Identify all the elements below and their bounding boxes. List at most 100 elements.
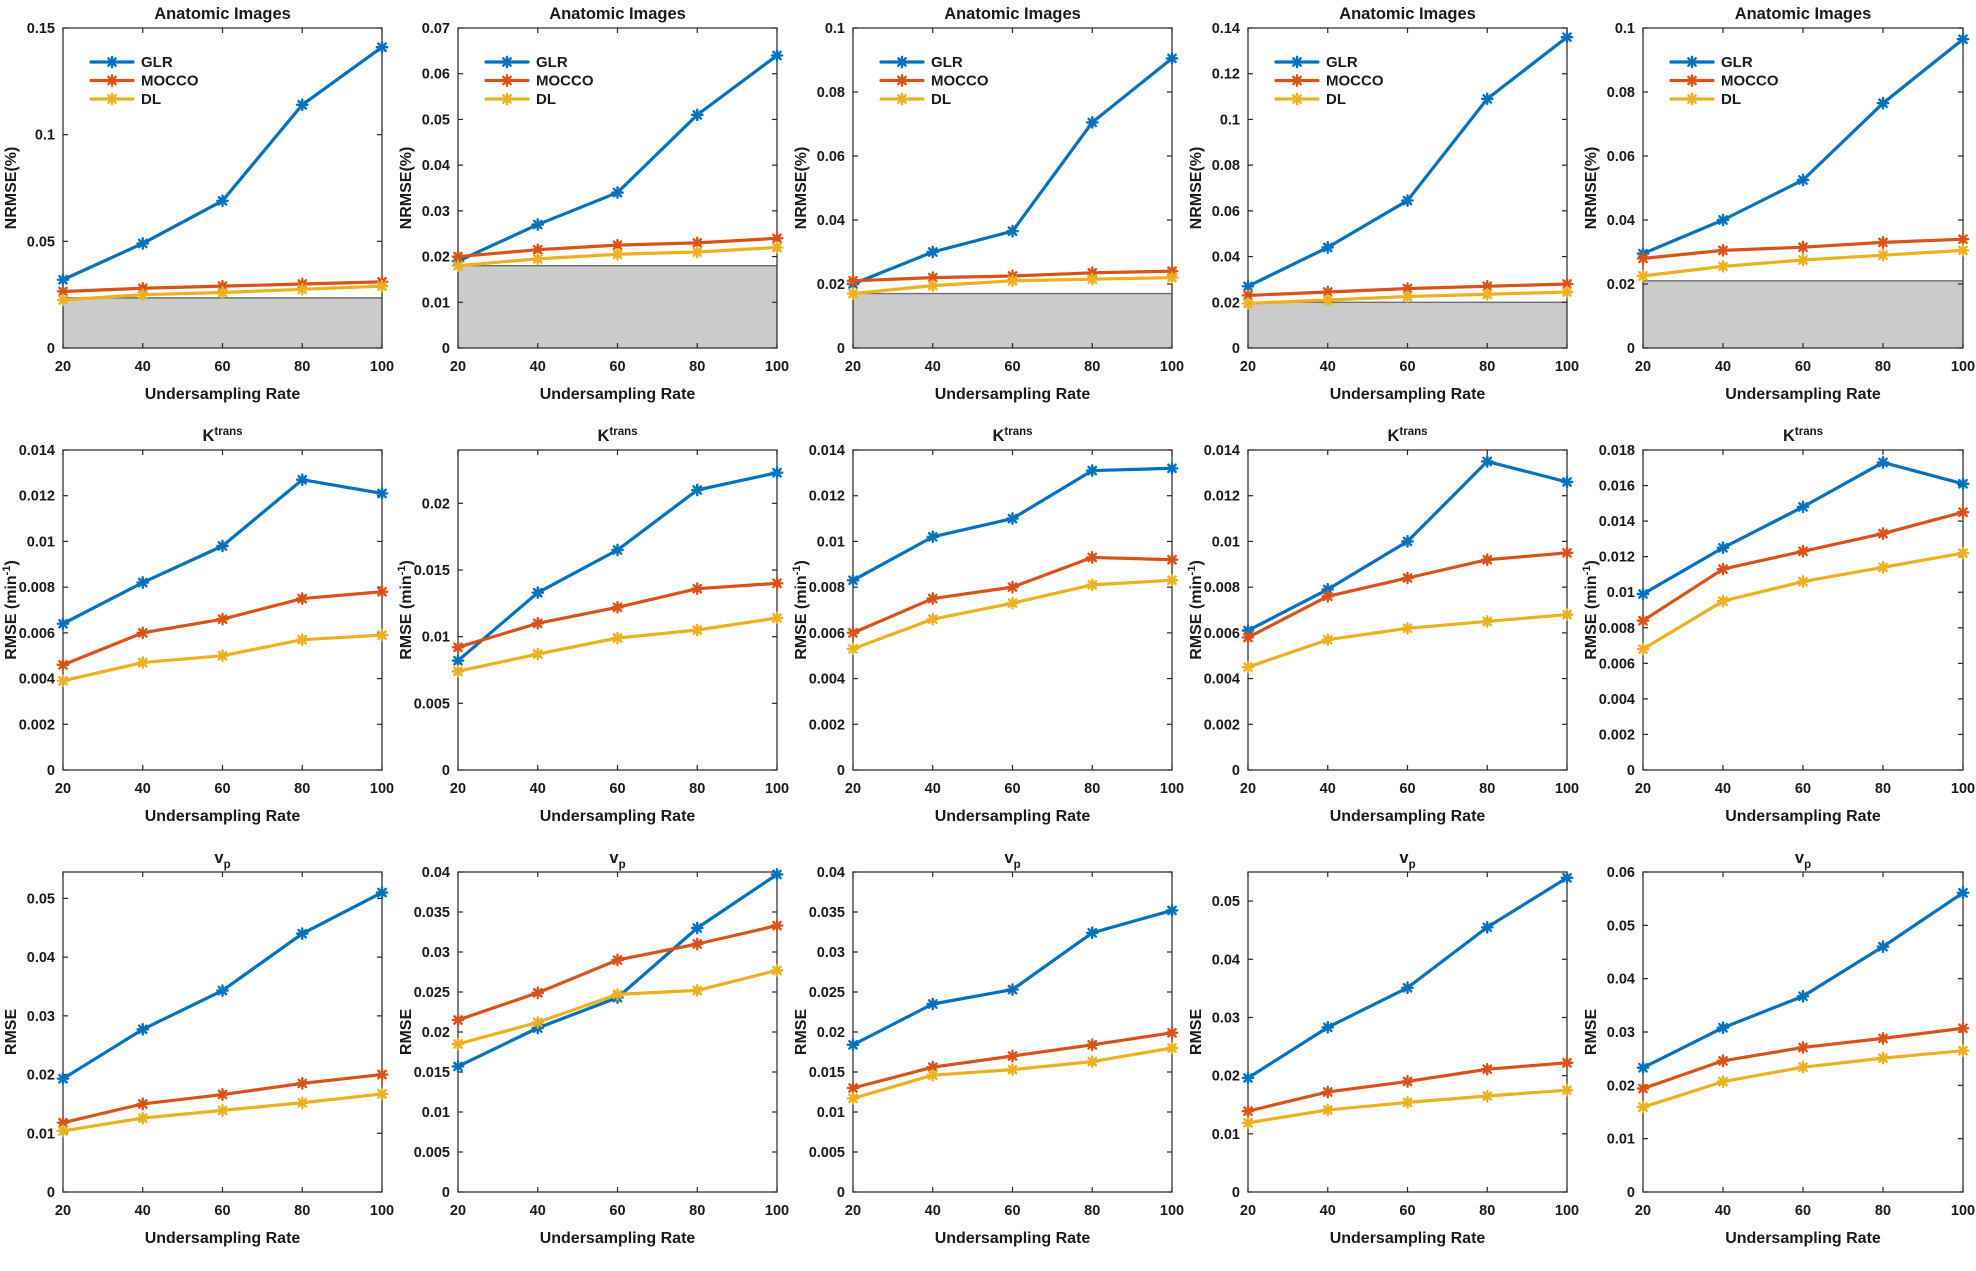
y-tick-label: 0.006 <box>1599 656 1635 672</box>
chart-cell-r3c1: 20 40 60 80 100 0 0.01 0.02 0.03 0.04 0.05 vp RMSE Un… <box>0 844 395 1266</box>
x-tick-label: 60 <box>1399 781 1415 797</box>
y-axis-label: RMSE (min-1) <box>791 560 810 660</box>
chart-r2c3: 20 40 60 80 100 0 0.002 0.004 0.006 0.008 0.01 0.01… <box>791 426 1184 825</box>
y-axis-label: RMSE (min-1) <box>396 560 415 660</box>
y-tick-label: 0.06 <box>1212 204 1240 220</box>
y-tick-label: 0.04 <box>422 865 450 881</box>
y-tick-label: 0.04 <box>1212 250 1240 266</box>
x-tick-label: 100 <box>1555 359 1579 375</box>
axis-ticks <box>457 27 778 349</box>
y-tick-label: 0.01 <box>422 630 450 646</box>
legend-label: DL <box>1721 91 1741 108</box>
x-tick-label: 20 <box>450 1203 466 1219</box>
y-tick-label: 0.014 <box>809 443 845 459</box>
y-tick-label: 0.01 <box>817 1105 845 1121</box>
chart-cell-r3c2: 20 40 60 80 100 0 0.005 0.01 0.015 0.02 0.025 0.03 0… <box>395 844 790 1266</box>
chart-r2c5: 20 40 60 80 100 0 0.002 0.004 0.006 0.008 0.01 0.01… <box>1581 426 1975 825</box>
y-tick-label: 0.025 <box>414 985 450 1001</box>
legend-item-mocco: MOCCO <box>1274 73 1384 90</box>
chart-cell-r1c2: 20 40 60 80 100 0 0.01 0.02 0.03 0.04 0.05 0.06 0.07… <box>395 0 790 422</box>
legend-label: MOCCO <box>931 73 989 90</box>
legend-label: GLR <box>536 54 568 71</box>
x-tick-label: 100 <box>1951 781 1975 797</box>
chart-title: Ktrans <box>597 426 637 445</box>
x-tick-label: 80 <box>1479 1203 1495 1219</box>
series-mocco <box>1636 1021 1970 1095</box>
x-tick-label: 100 <box>765 359 789 375</box>
y-tick-label: 0.1 <box>1220 112 1240 128</box>
y-tick-label: 0.05 <box>1212 894 1240 910</box>
x-tick-label: 100 <box>370 781 394 797</box>
x-tick-label: 20 <box>845 1203 861 1219</box>
y-tick-label: 0.05 <box>1607 918 1635 934</box>
chart-title: Ktrans <box>1387 426 1427 445</box>
x-tick-label: 40 <box>925 1203 941 1219</box>
x-tick-label: 100 <box>1160 1203 1184 1219</box>
y-tick-label: 0.06 <box>1607 149 1635 165</box>
x-tick-label: 100 <box>370 1203 394 1219</box>
axes-box <box>1642 871 1964 1193</box>
axes-box <box>852 871 1173 1193</box>
y-tick-label: 0.06 <box>1607 865 1635 881</box>
y-axis-label: RMSE <box>793 1009 810 1056</box>
y-tick-label: 0 <box>442 1185 450 1201</box>
axis-ticks <box>1247 872 1568 1193</box>
y-tick-label: 0.014 <box>19 443 55 459</box>
x-tick-label: 100 <box>1555 1203 1579 1219</box>
x-tick-label: 40 <box>135 781 151 797</box>
x-tick-label: 60 <box>1399 1203 1415 1219</box>
y-tick-label: 0.04 <box>1212 952 1240 968</box>
series-glr <box>846 461 1179 587</box>
x-tick-label: 80 <box>689 359 705 375</box>
x-tick-label: 40 <box>1320 1203 1336 1219</box>
shaded-noise-floor-region <box>853 293 1172 348</box>
chart-r2c1: 20 40 60 80 100 0 0.002 0.004 0.006 0.008 0.01 0.01… <box>1 426 394 825</box>
y-tick-label: 0.008 <box>19 580 55 596</box>
axis-ticks <box>1642 871 1964 1193</box>
y-tick-label: 0.01 <box>422 295 450 311</box>
y-tick-label: 0.014 <box>1204 443 1240 459</box>
x-tick-label: 60 <box>1795 359 1811 375</box>
y-tick-label: 0.02 <box>422 250 450 266</box>
axis-ticks <box>1642 27 1964 349</box>
legend-item-dl: DL <box>1274 91 1346 108</box>
x-tick-label: 20 <box>845 359 861 375</box>
legend-item-dl: DL <box>484 91 556 108</box>
chart-r1c1: 20 40 60 80 100 0 0.05 0.1 0.15 Anatomic Images NR… <box>3 5 394 403</box>
series-dl <box>451 611 784 678</box>
y-tick-label: 0 <box>1627 1185 1635 1201</box>
series-glr <box>1241 455 1574 637</box>
y-tick-label: 0.004 <box>1204 672 1240 688</box>
series-dl <box>56 1087 389 1138</box>
x-tick-label: 40 <box>1320 781 1336 797</box>
chart-title: Anatomic Images <box>944 5 1081 23</box>
legend-item-dl: DL <box>1669 91 1741 108</box>
x-tick-label: 40 <box>135 1203 151 1219</box>
y-tick-label: 0.002 <box>1204 717 1240 733</box>
x-tick-label: 20 <box>1240 359 1256 375</box>
y-tick-label: 0.005 <box>414 696 450 712</box>
y-tick-label: 0.02 <box>1607 277 1635 293</box>
x-axis-label: Undersampling Rate <box>1330 386 1486 403</box>
y-tick-label: 0.03 <box>422 204 450 220</box>
y-tick-label: 0.016 <box>1599 479 1635 495</box>
chart-cell-r1c4: 20 40 60 80 100 0 0.02 0.04 0.06 0.08 0.1 0.12 0.14 A… <box>1185 0 1580 422</box>
y-tick-label: 0.02 <box>817 1025 845 1041</box>
shaded-noise-floor-region <box>1248 302 1567 348</box>
y-tick-label: 0 <box>837 341 845 357</box>
y-tick-label: 0.006 <box>19 626 55 642</box>
y-tick-label: 0.02 <box>27 1068 55 1084</box>
y-tick-label: 0.05 <box>27 891 55 907</box>
x-tick-label: 20 <box>1240 1203 1256 1219</box>
y-axis-label: NRMSE(%) <box>1583 147 1600 230</box>
x-axis-label: Undersampling Rate <box>145 1230 301 1247</box>
x-tick-label: 80 <box>1875 781 1891 797</box>
x-axis-label: Undersampling Rate <box>540 808 696 825</box>
y-tick-label: 0 <box>1232 763 1240 779</box>
y-tick-label: 0.15 <box>27 21 55 37</box>
y-tick-label: 0.006 <box>1204 626 1240 642</box>
